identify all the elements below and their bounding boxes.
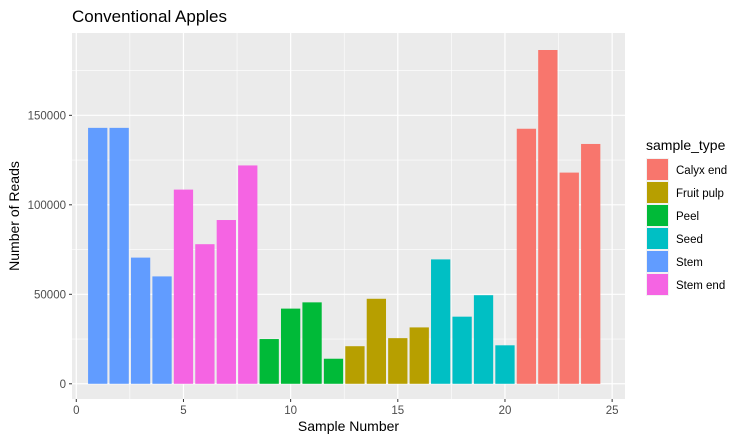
x-tick-label: 20 <box>499 405 512 417</box>
x-tick-label: 5 <box>180 405 186 417</box>
legend-title: sample_type <box>646 137 726 153</box>
bar-sample-1 <box>88 127 108 384</box>
x-tick-label: 10 <box>284 405 297 417</box>
x-tick-label: 25 <box>606 405 619 417</box>
chart-title: Conventional Apples <box>72 7 227 26</box>
bar-sample-19 <box>473 295 494 384</box>
legend-swatch <box>647 159 668 180</box>
bar-sample-5 <box>173 189 194 384</box>
x-tick-label: 0 <box>73 405 79 417</box>
bar-sample-20 <box>495 345 515 384</box>
legend-swatch <box>647 182 668 203</box>
bar-sample-16 <box>409 327 429 384</box>
bar-sample-6 <box>195 244 215 384</box>
legend-label: Seed <box>676 234 703 246</box>
x-axis-title: Sample Number <box>298 418 399 434</box>
legend-swatch <box>647 251 668 272</box>
bars <box>88 50 601 384</box>
y-tick-label: 150000 <box>28 110 66 122</box>
bar-sample-15 <box>388 338 408 384</box>
bar-sample-21 <box>516 128 537 384</box>
x-axis: 0 5 10 15 20 25 <box>73 399 619 417</box>
legend-swatch <box>647 274 668 295</box>
legend-label: Fruit pulp <box>676 188 724 200</box>
y-tick-label: 50000 <box>34 289 66 301</box>
bar-sample-2 <box>109 127 129 384</box>
bar-sample-11 <box>302 302 322 384</box>
bar-sample-3 <box>130 257 151 384</box>
legend-swatch <box>647 228 668 249</box>
legend: sample_type Calyx end Fruit pulp Peel Seed S… <box>646 137 727 296</box>
bar-sample-10 <box>280 308 301 384</box>
bar-sample-18 <box>452 316 472 384</box>
legend-label: Stem <box>676 257 703 269</box>
bar-sample-14 <box>366 298 387 384</box>
bar-sample-24 <box>581 143 601 384</box>
legend-label: Stem end <box>676 280 725 292</box>
y-axis-title: Number of Reads <box>6 161 22 271</box>
bar-sample-13 <box>345 346 365 384</box>
bar-sample-23 <box>559 172 579 384</box>
bar-sample-4 <box>152 276 172 384</box>
bar-sample-17 <box>431 259 451 384</box>
bar-sample-12 <box>323 358 344 384</box>
y-tick-label: 0 <box>60 379 66 391</box>
y-axis: 0 50000 100000 150000 <box>28 110 72 391</box>
bar-sample-22 <box>538 50 558 384</box>
legend-label: Calyx end <box>676 165 727 177</box>
x-tick-label: 15 <box>391 405 404 417</box>
legend-label: Peel <box>676 211 699 223</box>
y-tick-label: 100000 <box>28 200 66 212</box>
legend-swatch <box>647 205 668 226</box>
bar-sample-9 <box>259 339 279 384</box>
bar-sample-7 <box>216 220 236 384</box>
bar-sample-8 <box>238 165 258 384</box>
